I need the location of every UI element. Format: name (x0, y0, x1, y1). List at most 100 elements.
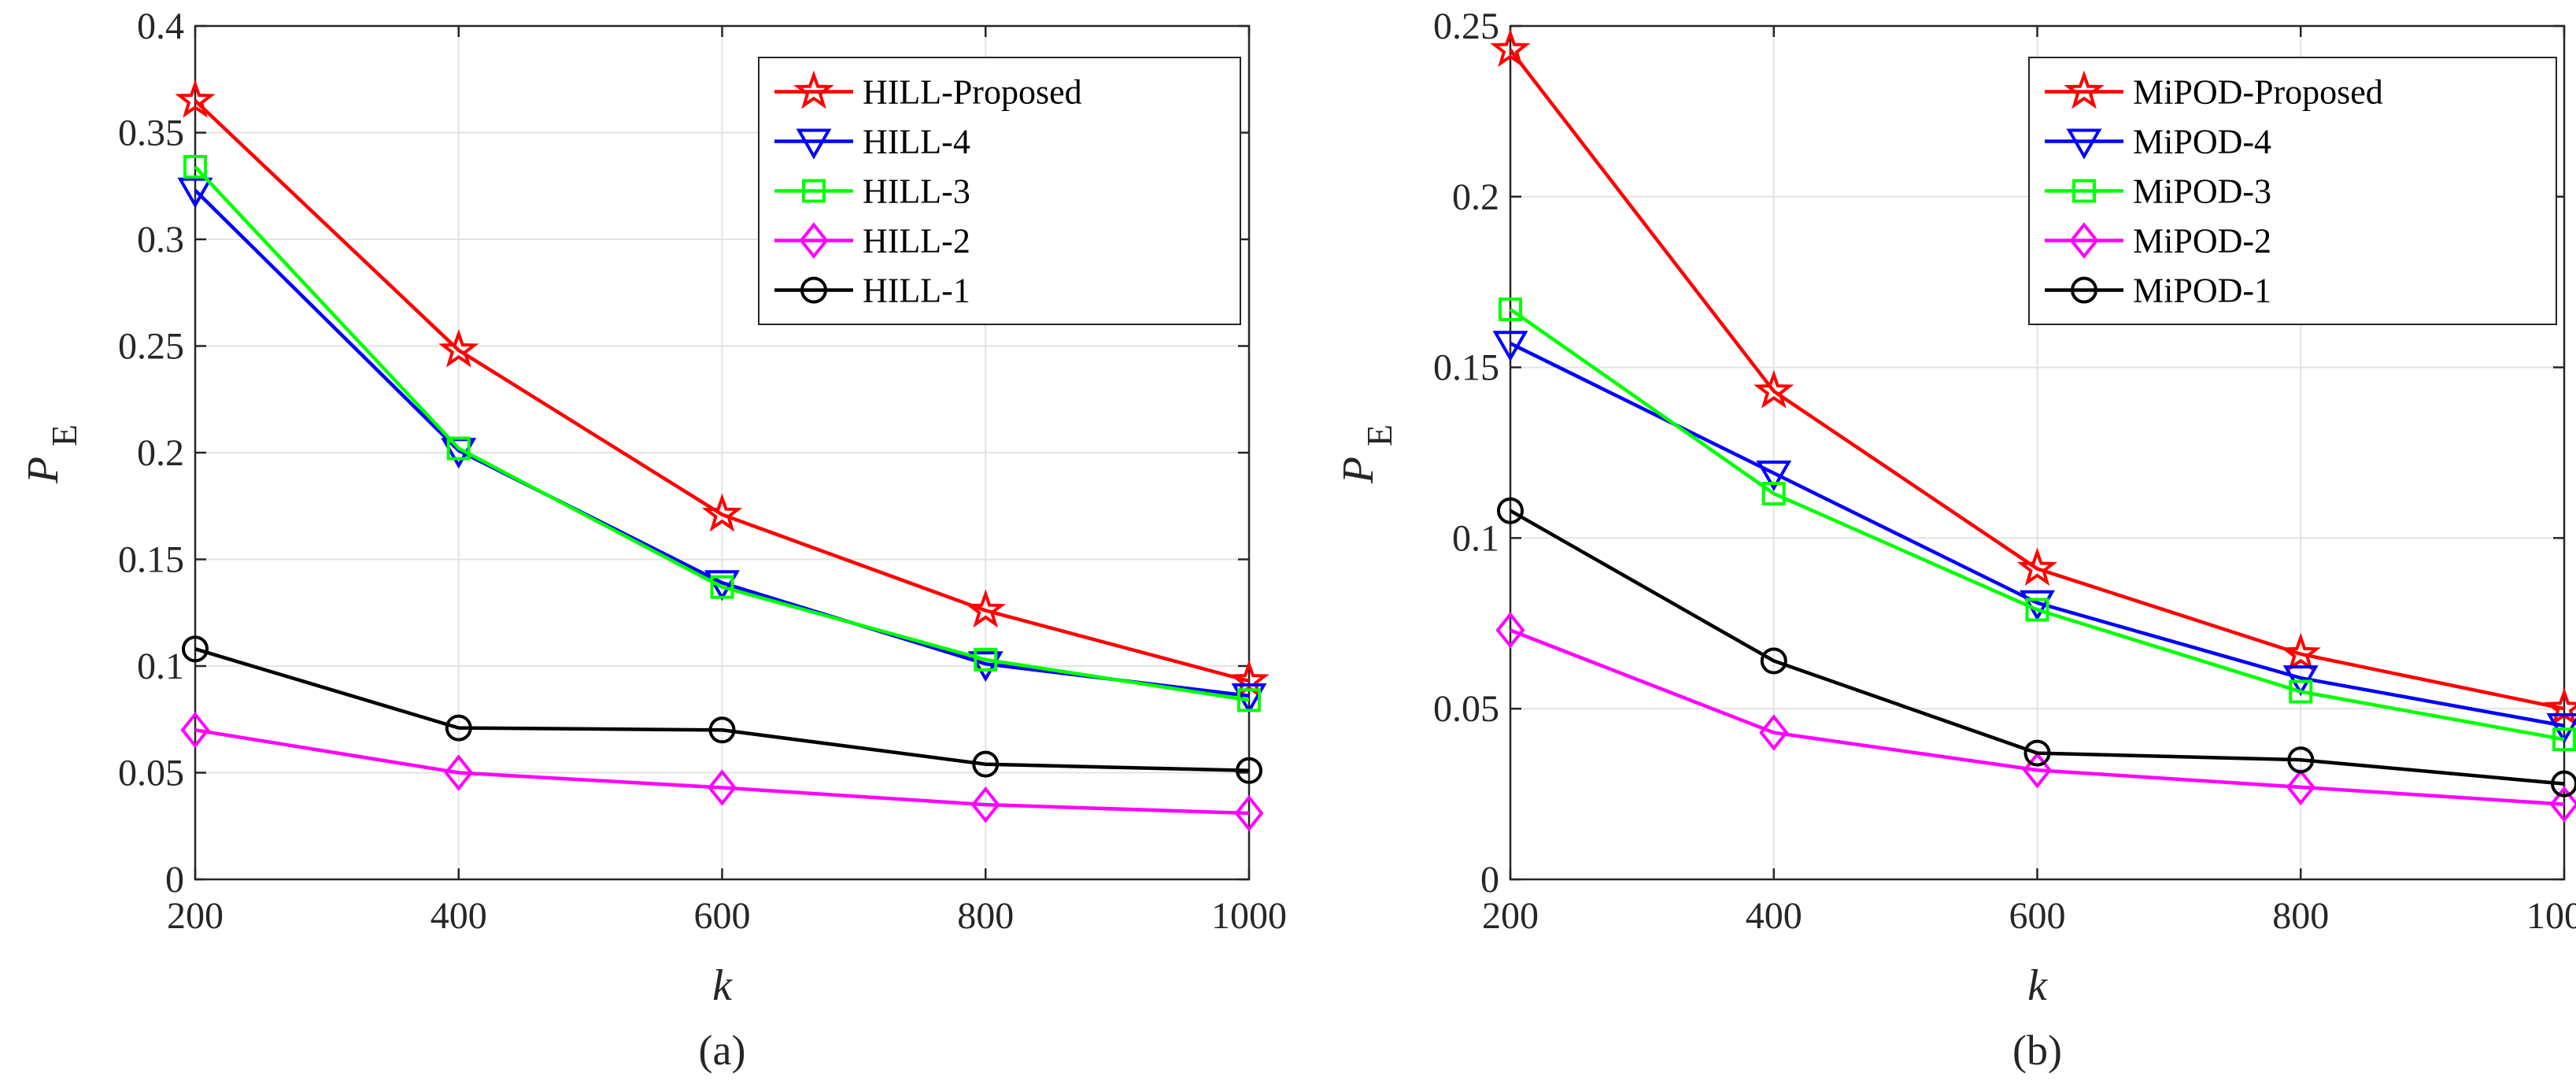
data-point (180, 712, 210, 749)
y-axis-label-main: P (1334, 457, 1383, 484)
x-tick-label: 400 (1746, 895, 1802, 937)
legend-label: HILL-4 (863, 123, 970, 161)
data-point (2552, 727, 2576, 752)
y-tick-label: 0.3 (137, 219, 184, 261)
legend-item: HILL-3 (774, 172, 970, 211)
data-point (438, 328, 479, 368)
data-point (2023, 739, 2051, 767)
legend-marker (793, 70, 834, 109)
legend-label: HILL-3 (863, 172, 970, 211)
data-point (1760, 647, 1787, 675)
y-tick-label: 0.35 (118, 113, 184, 154)
data-point (974, 647, 998, 672)
legend-label: HILL-Proposed (863, 73, 1082, 112)
legend-marker (2072, 179, 2096, 203)
data-point (1497, 497, 1524, 524)
data-point (710, 575, 734, 599)
series-hill-proposed (175, 79, 1270, 698)
data-point (182, 635, 209, 663)
x-tick-label: 600 (694, 895, 751, 937)
legend-item: MiPOD-3 (2045, 172, 2271, 211)
data-point (175, 79, 216, 118)
data-point (445, 714, 472, 742)
data-point (2016, 547, 2058, 587)
data-point (1236, 757, 1262, 784)
chart-panel-a: 200 400 600 800 1000 0 0.05 0.1 0.15 0.2 0.25 0.3 0.… (19, 6, 1287, 1074)
legend-label: MiPOD-3 (2133, 172, 2271, 211)
data-point (967, 651, 1003, 683)
data-point (2551, 770, 2576, 797)
data-point (965, 589, 1006, 628)
x-axis-label: k (2027, 961, 2048, 1010)
y-tick-label: 0.15 (118, 539, 184, 581)
data-point (1495, 612, 1525, 649)
legend-item: HILL-2 (774, 222, 970, 261)
legend-item: HILL-4 (774, 123, 970, 161)
data-point (444, 754, 474, 791)
series-line (194, 647, 1250, 773)
series-line (194, 728, 1250, 816)
y-tick-label: 0.2 (1452, 176, 1499, 218)
data-point (2287, 746, 2315, 774)
data-point (701, 493, 743, 532)
y-axis-label: PE (1334, 424, 1399, 484)
data-point (1234, 794, 1264, 832)
series-hill-2 (180, 712, 1264, 832)
series-line (1509, 509, 2565, 786)
legend-item: MiPOD-Proposed (2045, 70, 2383, 112)
chart-panel-b: 200 400 600 800 1000 0 0.05 0.1 0.15 0.2 0.25 k PE (b… (1334, 6, 2576, 1074)
legend-marker (800, 276, 827, 304)
data-point (2025, 598, 2049, 622)
series-hill-3 (183, 154, 1261, 712)
data-point (2280, 632, 2321, 672)
panel-caption: (a) (699, 1027, 746, 1074)
data-point (177, 177, 213, 209)
data-point (2286, 768, 2315, 806)
data-point (183, 154, 207, 179)
y-tick-label: 0 (1480, 859, 1499, 901)
series-mipod-3 (1499, 297, 2576, 752)
x-tick-label: 200 (1482, 895, 1539, 937)
legend-item: MiPOD-1 (2045, 272, 2271, 310)
data-point (1229, 660, 1270, 698)
data-point (446, 436, 471, 461)
data-point (2289, 679, 2313, 704)
y-axis-label: PE (19, 424, 84, 484)
series-hill-1 (182, 635, 1262, 784)
legend-item: MiPOD-2 (2045, 222, 2271, 261)
series-line (194, 165, 1250, 702)
y-tick-label: 0.05 (118, 753, 184, 794)
y-axis-label-main: P (19, 457, 68, 484)
y-tick-label: 0.2 (137, 432, 184, 474)
series-line (1510, 628, 2565, 806)
data-point (708, 716, 736, 744)
x-tick-label: 800 (2272, 895, 2329, 937)
data-point (1756, 461, 1792, 492)
x-tick-label: 600 (2009, 895, 2066, 937)
data-point (970, 786, 1000, 823)
data-point (1759, 714, 1789, 751)
data-point (707, 769, 737, 806)
x-axis-label: k (712, 961, 733, 1010)
series-line (1510, 342, 2565, 728)
y-tick-label: 0.25 (118, 326, 184, 368)
y-tick-label: 0.4 (137, 6, 184, 47)
y-tick-label: 0.1 (1452, 517, 1499, 559)
panel-caption: (b) (2012, 1027, 2062, 1074)
data-point (1761, 482, 1786, 506)
legend-marker (2071, 276, 2097, 304)
data-point (2022, 752, 2053, 789)
data-point (1490, 28, 1531, 68)
y-tick-label: 0.1 (137, 646, 184, 687)
legend-item: HILL-1 (774, 272, 970, 310)
y-axis-label-subscript: E (44, 424, 84, 446)
legend-marker (799, 222, 829, 259)
data-point (1237, 688, 1261, 712)
series-mipod-4 (1492, 331, 2576, 744)
legend-marker (2069, 222, 2099, 259)
data-point (1754, 369, 1794, 409)
legend-marker (802, 179, 826, 203)
data-point (1499, 297, 1522, 321)
y-tick-label: 0 (165, 859, 184, 901)
